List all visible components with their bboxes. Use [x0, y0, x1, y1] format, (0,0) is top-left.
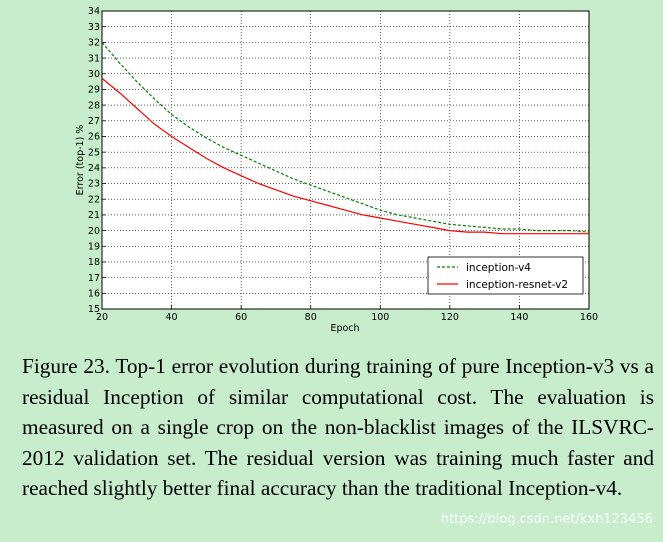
figure-caption: Figure 23. Top-1 error evolution during …: [22, 354, 654, 501]
y-tick-label: 21: [88, 210, 100, 221]
y-tick-label: 30: [88, 69, 100, 80]
watermark: https://blog.csdn.net/kxh123456: [440, 512, 653, 527]
y-tick-label: 18: [88, 257, 100, 268]
x-tick-label: 80: [305, 312, 317, 323]
line-chart: 20 40 60 80 100 120 140 160 15 16 17 18 19 20 21 22 23 24…: [75, 6, 598, 334]
series-lines: [101, 42, 590, 235]
y-tick-label: 25: [88, 147, 100, 158]
y-tick-label: 26: [88, 132, 100, 143]
y-tick-label: 29: [88, 85, 100, 96]
series-line-inception-resnet-v2: [101, 77, 589, 235]
x-tick-label: 60: [235, 312, 247, 323]
y-tick-label: 24: [88, 163, 100, 174]
legend: inception-v4 inception-resnet-v2: [427, 256, 584, 295]
x-axis-label: Epoch: [330, 323, 359, 334]
y-tick-label: 22: [88, 194, 100, 205]
x-tick-label: 120: [441, 312, 459, 323]
y-axis-label: Error (top-1) %: [75, 125, 86, 196]
y-tick-label: 20: [88, 226, 100, 237]
legend-box: [427, 256, 584, 295]
y-tick-label: 17: [88, 273, 100, 284]
x-tick-label: 20: [96, 312, 108, 323]
y-tick-label: 31: [88, 53, 100, 64]
y-tick-label: 19: [88, 241, 100, 252]
y-tick-label: 16: [88, 289, 100, 300]
grid-lines: [101, 10, 590, 310]
y-tick-label: 27: [88, 116, 100, 127]
axis-ticks: 20 40 60 80 100 120 140 160 15 16 17 18 19 20 21 22 23 24…: [88, 6, 598, 323]
y-tick-label: 34: [88, 6, 100, 17]
legend-label-inception-resnet-v2: inception-resnet-v2: [466, 279, 568, 291]
x-tick-label: 140: [510, 312, 528, 323]
x-tick-label: 100: [371, 312, 389, 323]
y-tick-label: 15: [88, 304, 100, 315]
y-tick-label: 28: [88, 100, 100, 111]
series-line-inception-v4: [101, 42, 590, 233]
y-tick-label: 23: [88, 179, 100, 190]
y-tick-label: 32: [88, 38, 100, 49]
x-tick-label: 40: [166, 312, 178, 323]
x-tick-label: 160: [580, 312, 598, 323]
legend-label-inception-v4: inception-v4: [466, 262, 531, 274]
y-tick-label: 33: [88, 22, 100, 33]
